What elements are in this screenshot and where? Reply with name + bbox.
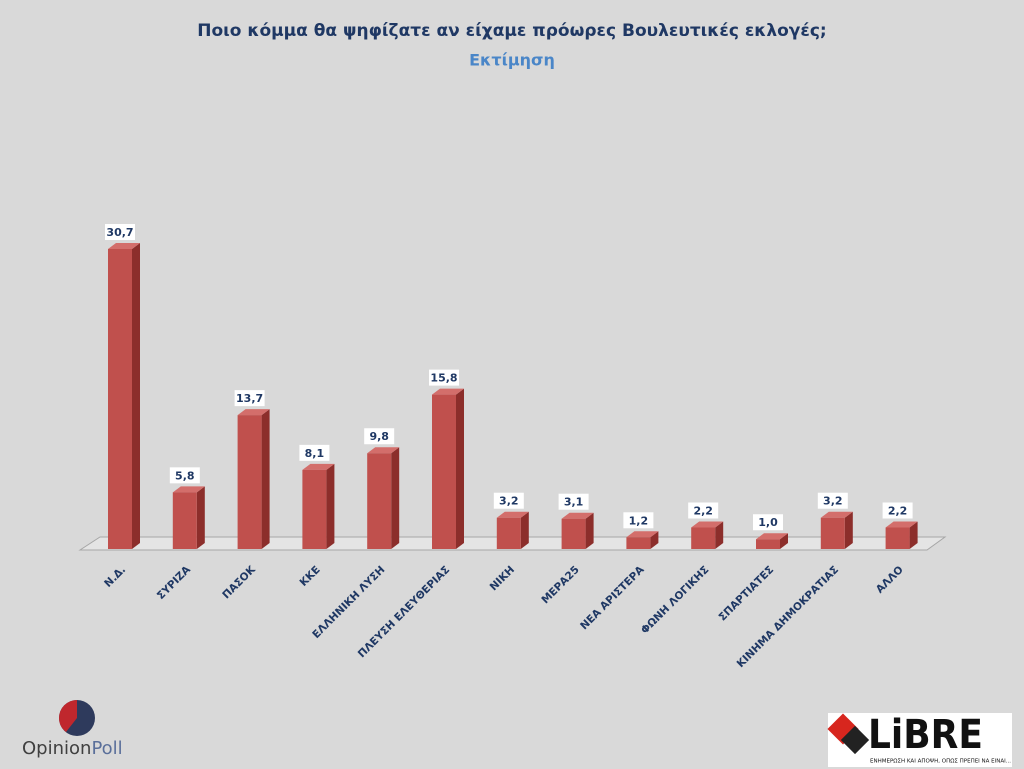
logo-segment bbox=[59, 718, 77, 732]
bar-side bbox=[456, 388, 464, 549]
bar bbox=[172, 492, 197, 549]
bar-side bbox=[650, 531, 659, 549]
bar-top bbox=[756, 533, 788, 540]
logo-tagline: ΕΝΗΜΕΡΩΣΗ ΚΑΙ ΑΠΟΨΗ, ΟΠΩΣ ΠΡΕΠΕΙ ΝΑ ΕΙΝΑ… bbox=[870, 759, 1011, 765]
bar bbox=[432, 394, 456, 549]
value-label-box bbox=[753, 514, 783, 531]
logo-diamond bbox=[840, 725, 870, 755]
bar-top bbox=[237, 409, 270, 416]
value-label: 15,8 bbox=[430, 372, 457, 385]
value-label: 5,8 bbox=[175, 469, 195, 482]
bar bbox=[367, 453, 392, 549]
bar-top bbox=[432, 388, 464, 395]
value-label: 13,7 bbox=[236, 392, 263, 405]
value-label-box bbox=[558, 493, 589, 510]
bar-side bbox=[715, 521, 724, 549]
bar-top bbox=[691, 521, 724, 528]
value-label-box bbox=[105, 224, 135, 240]
chart-title: Ποιο κόμμα θα ψηφίζατε αν είχαμε πρόωρες… bbox=[197, 21, 826, 41]
bar-side bbox=[261, 409, 270, 549]
bar bbox=[237, 415, 262, 549]
value-label-box bbox=[299, 444, 330, 461]
value-label-box bbox=[169, 467, 200, 484]
value-label: 1,2 bbox=[629, 514, 649, 527]
value-label-box bbox=[364, 428, 395, 445]
logo-segment bbox=[59, 700, 77, 718]
logo-word: Opinion bbox=[22, 738, 91, 759]
bar-side bbox=[196, 486, 205, 549]
bar bbox=[561, 518, 586, 549]
bar bbox=[820, 517, 845, 549]
value-label: 8,1 bbox=[305, 447, 325, 460]
chart-subtitle: Εκτίμηση bbox=[469, 51, 555, 70]
bar-top bbox=[820, 511, 853, 518]
opinion-poll-logo: OpinionPoll bbox=[22, 700, 123, 759]
bar bbox=[691, 527, 716, 549]
bar-side bbox=[780, 533, 788, 549]
bar-side bbox=[132, 243, 140, 549]
value-label: 3,2 bbox=[499, 495, 519, 508]
bar-side bbox=[844, 511, 853, 549]
bar bbox=[302, 469, 327, 549]
value-label-box bbox=[688, 502, 719, 519]
bar bbox=[626, 537, 651, 549]
value-label: 1,0 bbox=[758, 516, 778, 529]
bar-side bbox=[520, 511, 529, 549]
bar-top bbox=[367, 447, 400, 454]
bar-side bbox=[391, 447, 400, 549]
logo-word: Poll bbox=[91, 738, 122, 759]
bar-top bbox=[626, 531, 659, 538]
value-label-box bbox=[234, 390, 265, 407]
value-label-box bbox=[882, 502, 913, 519]
bar-top bbox=[172, 486, 205, 493]
bar bbox=[496, 517, 521, 549]
value-label-box bbox=[429, 369, 459, 386]
bar-side bbox=[585, 512, 594, 549]
value-label: 2,2 bbox=[693, 505, 713, 518]
bar-top bbox=[302, 463, 335, 470]
bar bbox=[756, 539, 780, 549]
bar-top bbox=[496, 511, 529, 518]
bar-side bbox=[909, 521, 918, 549]
libre-logo: LiBRE ΕΝΗΜΕΡΩΣΗ ΚΑΙ ΑΠΟΨΗ, ΟΠΩΣ ΠΡΕΠΕΙ Ν… bbox=[827, 712, 1012, 767]
value-label-box bbox=[817, 492, 848, 509]
logo-text: LiBRE bbox=[868, 712, 983, 758]
value-label: 9,8 bbox=[369, 430, 389, 443]
logo-text: OpinionPoll bbox=[22, 738, 123, 759]
value-label: 30,7 bbox=[106, 226, 133, 239]
bar-top bbox=[885, 521, 918, 528]
bar-top bbox=[561, 512, 594, 519]
bar-top bbox=[108, 243, 140, 249]
bar bbox=[885, 527, 910, 549]
value-label: 2,2 bbox=[888, 505, 908, 518]
value-label: 3,1 bbox=[564, 496, 584, 509]
bar bbox=[108, 249, 132, 549]
bar-side bbox=[326, 463, 335, 549]
value-label-box bbox=[493, 492, 524, 509]
value-label-box bbox=[623, 512, 654, 529]
value-label: 3,2 bbox=[823, 495, 843, 508]
